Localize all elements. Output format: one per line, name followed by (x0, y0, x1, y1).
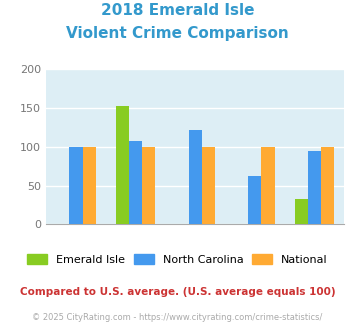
Text: © 2025 CityRating.com - https://www.cityrating.com/crime-statistics/: © 2025 CityRating.com - https://www.city… (32, 314, 323, 322)
Text: Violent Crime Comparison: Violent Crime Comparison (66, 26, 289, 41)
Bar (142, 147, 155, 224)
Bar (129, 142, 142, 224)
Text: Compared to U.S. average. (U.S. average equals 100): Compared to U.S. average. (U.S. average … (20, 287, 335, 297)
Bar (202, 147, 215, 224)
Bar (295, 199, 308, 224)
Bar (248, 176, 261, 224)
Bar (70, 147, 82, 224)
Bar (321, 147, 334, 224)
Bar (116, 106, 129, 224)
Bar (308, 151, 321, 224)
Legend: Emerald Isle, North Carolina, National: Emerald Isle, North Carolina, National (23, 250, 332, 269)
Bar (261, 147, 274, 224)
Bar (82, 147, 95, 224)
Bar (189, 130, 202, 224)
Text: 2018 Emerald Isle: 2018 Emerald Isle (101, 3, 254, 18)
